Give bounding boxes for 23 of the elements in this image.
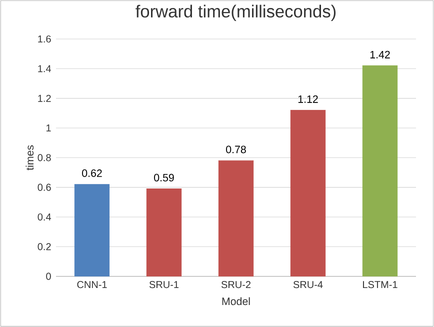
- data-label: 0.62: [82, 169, 102, 177]
- x-tick-label: LSTM-1: [363, 281, 398, 288]
- x-tick-label: SRU-4: [293, 281, 323, 288]
- y-tick-label: 1.6: [38, 35, 51, 43]
- y-tick-label: 1: [46, 124, 51, 132]
- y-tick-label: 0.4: [38, 213, 52, 221]
- data-label: 1.42: [370, 50, 390, 58]
- bar: [74, 184, 110, 276]
- y-tick-label: 1.4: [38, 65, 52, 72]
- y-tick-label: 1.2: [38, 94, 51, 102]
- x-tick-label: CNN-1: [77, 281, 107, 288]
- x-tick-label: SRU-2: [221, 281, 250, 288]
- y-tick-label: 0: [46, 272, 51, 280]
- chart-title: forward time(milliseconds): [136, 4, 336, 21]
- x-tick-label: SRU-1: [149, 281, 179, 288]
- y-axis-title: times: [26, 145, 34, 170]
- y-tick-label: 0.8: [38, 154, 51, 162]
- data-label: 0.78: [226, 146, 246, 154]
- x-axis-title: Model: [222, 297, 250, 306]
- y-tick-label: 0.2: [38, 243, 51, 250]
- y-tick-label: 0.6: [38, 184, 51, 191]
- data-label: 1.12: [298, 95, 318, 103]
- data-label: 0.59: [154, 174, 174, 182]
